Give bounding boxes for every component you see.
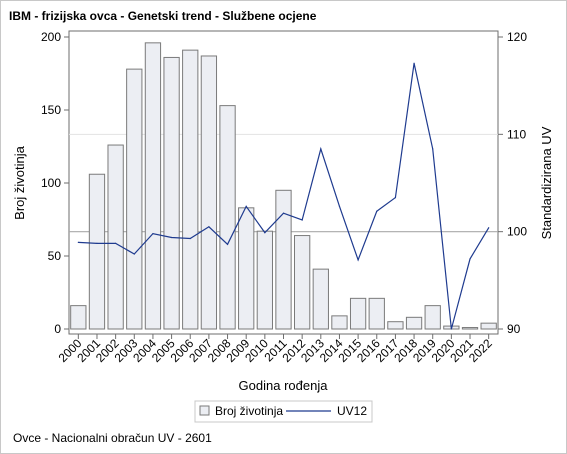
y2-tick-label-90: 90 xyxy=(507,322,521,336)
y-axis-label: Broj životinja xyxy=(12,145,27,219)
uv12-point-2011 xyxy=(282,212,285,214)
bar-2021 xyxy=(461,327,479,330)
uv12-point-2020 xyxy=(450,328,452,330)
y-tick-label-200: 200 xyxy=(41,30,61,44)
uv12-point-2006 xyxy=(189,237,191,240)
uv12-point-2009 xyxy=(245,205,247,207)
bar-2012 xyxy=(294,235,311,330)
uv12-point-2021 xyxy=(469,258,471,260)
bar-2014 xyxy=(331,315,348,330)
uv12-point-2005 xyxy=(170,236,173,239)
uv12-point-2017 xyxy=(394,197,397,199)
uv12-point-2014 xyxy=(338,205,341,207)
legend-bar-swatch xyxy=(199,405,210,416)
y2-tick-label-110: 110 xyxy=(507,127,526,141)
legend-line-label: UV12 xyxy=(337,404,367,418)
bar-2018 xyxy=(405,316,423,330)
uv12-point-2007 xyxy=(208,226,210,228)
uv12-point-2000 xyxy=(77,241,79,243)
y2-tick-label-100: 100 xyxy=(507,225,527,239)
uv12-point-2016 xyxy=(376,210,378,212)
chart-title: IBM - frizijska ovca - Genetski trend - … xyxy=(9,9,317,23)
bar-2016 xyxy=(368,297,385,330)
footnote: Ovce - Nacionalni obračun UV - 2601 xyxy=(13,431,212,445)
bar-2001 xyxy=(88,173,106,330)
bar-2004 xyxy=(144,42,162,330)
bar-2017 xyxy=(387,321,404,330)
bar-2005 xyxy=(163,56,180,330)
y-tick-label-100: 100 xyxy=(41,176,61,190)
uv12-point-2002 xyxy=(115,242,117,244)
legend-bar-label: Broj životinja xyxy=(215,404,283,418)
bar-2013 xyxy=(312,268,329,330)
uv12-point-2022 xyxy=(488,227,490,229)
bar-2002 xyxy=(107,144,124,330)
bar-2000 xyxy=(70,305,87,330)
bar-2015 xyxy=(349,297,367,330)
uv12-point-2012 xyxy=(301,219,303,221)
uv12-point-2008 xyxy=(226,243,229,245)
bar-2009 xyxy=(238,207,255,330)
bar-2010 xyxy=(256,230,273,330)
bar-2007 xyxy=(200,55,218,330)
plot-layer: 0501001502009010011012020002001200220032… xyxy=(41,30,527,365)
uv12-point-2001 xyxy=(96,242,98,244)
x-axis-label: Godina rođenja xyxy=(239,378,329,393)
legend: Broj životinja UV12 xyxy=(194,400,373,423)
uv12-point-2015 xyxy=(357,259,359,261)
uv12-point-2018 xyxy=(413,62,415,64)
y-tick-label-150: 150 xyxy=(41,103,61,117)
uv12-point-2019 xyxy=(432,148,434,150)
legend-box xyxy=(194,400,373,423)
bar-2006 xyxy=(182,49,199,330)
y-tick-label-0: 0 xyxy=(54,322,61,336)
bar-2019 xyxy=(424,305,441,330)
y-tick-label-50: 50 xyxy=(48,249,62,263)
uv12-point-2004 xyxy=(152,233,154,235)
y2-axis-label: Standardizirana UV xyxy=(539,126,554,239)
uv12-point-2003 xyxy=(133,253,135,255)
bar-2003 xyxy=(126,68,143,330)
uv12-point-2010 xyxy=(264,232,266,234)
y2-tick-label-120: 120 xyxy=(507,30,527,44)
uv12-point-2013 xyxy=(320,148,322,150)
bar-2008 xyxy=(219,105,236,330)
bar-2022 xyxy=(480,322,497,330)
bar-2011 xyxy=(275,189,292,330)
